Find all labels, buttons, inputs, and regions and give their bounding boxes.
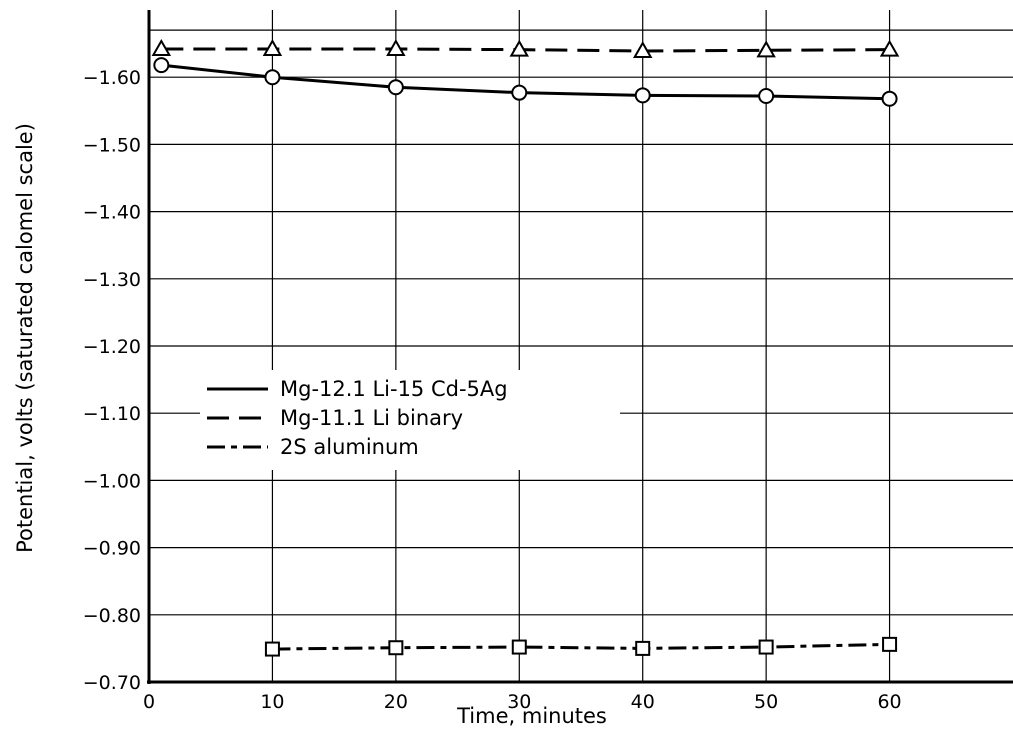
x-tick-label: 20 — [384, 691, 408, 713]
x-tick-label: 60 — [877, 691, 901, 713]
x-tick-label: 40 — [631, 691, 655, 713]
y-tick-label: −1.50 — [83, 134, 141, 156]
y-axis-label: Potential, volts (saturated calomel scal… — [13, 123, 37, 553]
y-tick-label: −1.60 — [83, 67, 141, 89]
legend-label: Mg-12.1 Li-15 Cd-5Ag — [280, 377, 508, 401]
x-tick-label: 50 — [754, 691, 778, 713]
data-point — [265, 70, 279, 84]
series-2 — [153, 41, 897, 57]
y-tick-label: −1.00 — [83, 470, 141, 492]
data-point — [760, 641, 773, 654]
y-tick-label: −1.40 — [83, 202, 141, 224]
legend-label: Mg-11.1 Li binary — [280, 406, 463, 430]
data-point — [883, 638, 896, 651]
y-tick-label: −1.20 — [83, 336, 141, 358]
data-point — [154, 58, 168, 72]
y-tick-label: −1.30 — [83, 269, 141, 291]
x-tick-label: 10 — [260, 691, 284, 713]
x-axis-label: Time, minutes — [456, 704, 607, 728]
series-line — [272, 644, 889, 649]
axes — [147, 10, 1013, 684]
y-tick-label: −0.80 — [83, 605, 141, 627]
y-tick-label: −0.70 — [83, 672, 141, 694]
legend: Mg-12.1 Li-15 Cd-5Ag Mg-11.1 Li binary 2S … — [200, 370, 620, 470]
data-point — [512, 86, 526, 100]
data-point — [759, 89, 773, 103]
legend-label: 2S aluminum — [280, 435, 419, 459]
data-point — [636, 88, 650, 102]
data-point — [636, 642, 649, 655]
series-3 — [266, 638, 896, 656]
y-tick-labels: −0.70 −0.80 −0.90 −1.00 −1.10 −1.20 −1.30 −1.40… — [83, 67, 141, 694]
data-point — [513, 641, 526, 654]
data-point — [389, 641, 402, 654]
x-tick-label: 0 — [143, 691, 155, 713]
y-tick-label: −0.90 — [83, 538, 141, 560]
series-layer — [153, 41, 897, 656]
grid — [149, 10, 1013, 682]
y-tick-label: −1.10 — [83, 403, 141, 425]
data-point — [883, 92, 897, 106]
data-point — [389, 80, 403, 94]
series-1 — [154, 58, 896, 106]
data-point — [266, 643, 279, 656]
